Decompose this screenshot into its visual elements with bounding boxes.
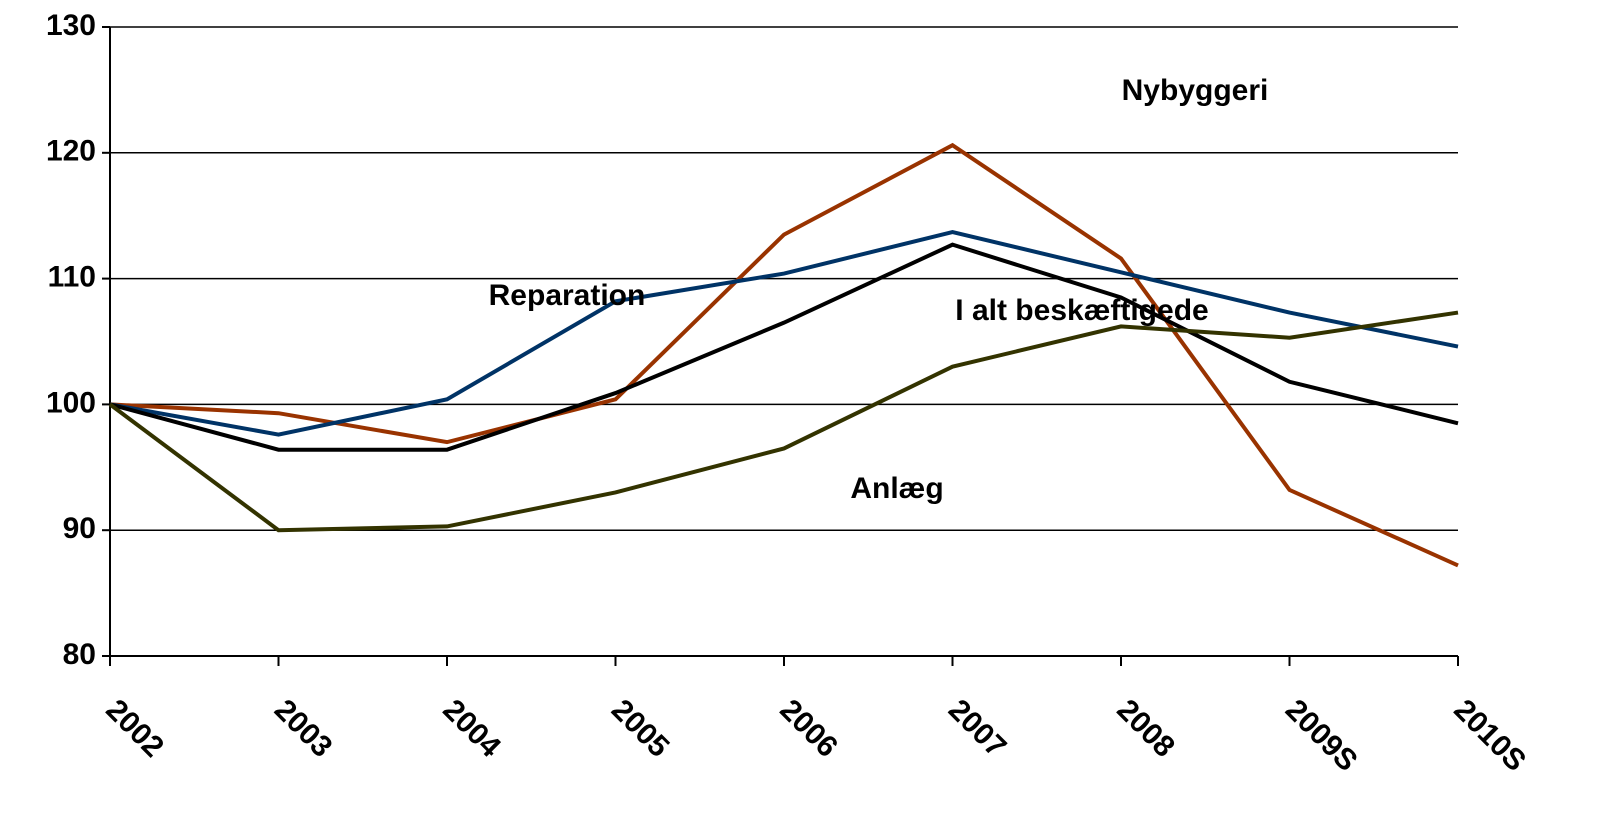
- series-label: I alt beskæftigede: [955, 294, 1208, 327]
- x-tick-label: 2008: [1110, 693, 1181, 764]
- x-tick-label: 2002: [99, 693, 170, 764]
- series-line: [109, 229, 1459, 437]
- series-label: Reparation: [489, 279, 646, 312]
- x-tick-label: 2006: [773, 693, 844, 764]
- series-line: [108, 310, 1459, 533]
- y-tick-label: 90: [63, 512, 96, 545]
- x-tick-label: 2004: [436, 693, 507, 764]
- x-tick-label: 2009S: [1279, 693, 1364, 778]
- series-label: Anlæg: [850, 472, 943, 505]
- x-tick-label: 2010S: [1447, 693, 1532, 778]
- y-tick-label: 110: [48, 261, 96, 294]
- y-tick-label: 120: [46, 135, 96, 168]
- x-tick-label: 2003: [268, 693, 339, 764]
- series-line: [109, 142, 1459, 568]
- y-tick-label: 80: [63, 638, 96, 671]
- y-tick-label: 100: [46, 386, 96, 419]
- series-line: [109, 242, 1459, 452]
- x-tick-label: 2007: [942, 693, 1013, 764]
- y-tick-label: 130: [46, 9, 96, 42]
- series-label: Nybyggeri: [1122, 74, 1269, 107]
- x-tick-label: 2005: [605, 693, 676, 764]
